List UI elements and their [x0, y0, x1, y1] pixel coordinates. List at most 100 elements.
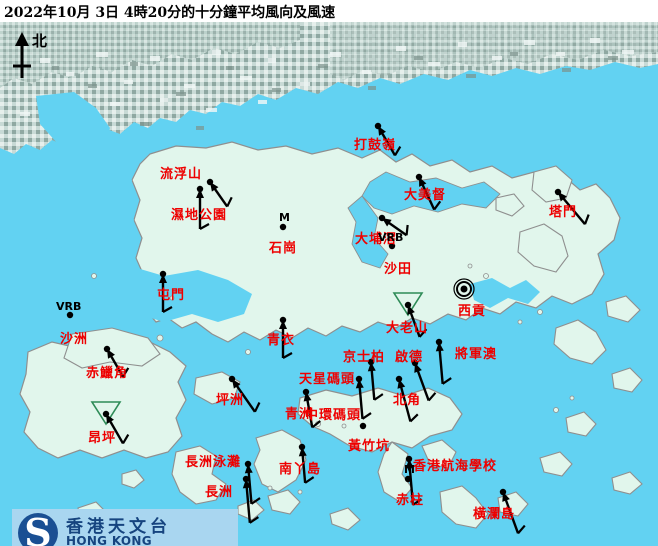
wind-barb-feather — [122, 367, 130, 378]
wind-station[interactable] — [404, 475, 412, 483]
missing-data-marker: M — [279, 211, 290, 224]
wind-barb-feather — [418, 328, 428, 338]
wind-station[interactable] — [388, 242, 396, 250]
wind-station[interactable] — [415, 173, 442, 211]
wind-barb-head — [558, 192, 567, 202]
wind-barb-feather — [412, 498, 423, 506]
wind-station[interactable] — [279, 223, 287, 231]
station-label: 南丫島 — [279, 462, 322, 477]
wind-barb-head — [279, 320, 287, 329]
wind-station[interactable] — [499, 488, 526, 535]
wind-station[interactable] — [159, 270, 173, 313]
missing-data-marker: M — [404, 463, 415, 476]
wind-barb-head — [502, 492, 510, 502]
wind-station[interactable] — [196, 185, 210, 230]
wind-station[interactable] — [453, 278, 475, 300]
wind-barb-feather — [583, 214, 590, 225]
station-label: 赤柱 — [396, 493, 425, 508]
station-label: 昂坪 — [88, 431, 117, 446]
wind-barb-feather — [311, 420, 321, 429]
wind-barb-head — [303, 392, 312, 402]
station-label: 石崗 — [269, 241, 298, 256]
wind-station[interactable] — [355, 375, 372, 420]
map-canvas[interactable]: 北 打鼓嶺 流浮山 濕地公園 大美督 塔門 石崗 M 大埔滘 沙田 VRB 屯門 沙洲 VRB 赤鱲角 西貢… — [0, 22, 658, 546]
station-label: 天星碼頭 — [299, 372, 356, 387]
elevated-station-triangle-icon — [90, 401, 122, 426]
station-label: 將軍澳 — [455, 347, 498, 362]
wind-barb-head — [378, 126, 386, 136]
wind-barb-layer — [66, 122, 590, 535]
wind-station[interactable] — [392, 292, 428, 338]
wind-barb-head — [367, 362, 376, 372]
wind-barb-head — [244, 464, 253, 474]
wind-station[interactable] — [374, 122, 402, 157]
wind-barb-head — [106, 414, 114, 424]
wind-barb-head — [414, 363, 422, 373]
wind-barb-head — [210, 182, 219, 192]
wind-station[interactable] — [378, 214, 409, 237]
hko-name-english: HONG KONG OBSERVATORY — [66, 534, 152, 546]
variable-wind-label: VRB — [56, 300, 82, 313]
station-label: 青洲 — [285, 407, 314, 422]
calm-ring-halo-icon — [453, 278, 475, 300]
wind-barb-feather — [405, 224, 409, 236]
station-label: 中環碼頭 — [305, 408, 362, 423]
station-label: 啟德 — [395, 350, 424, 365]
station-label: 橫瀾島 — [473, 507, 516, 522]
wind-station[interactable] — [228, 375, 261, 413]
wind-barb-head — [407, 305, 415, 315]
north-arrow: 北 — [6, 30, 66, 80]
wind-station[interactable] — [411, 359, 437, 402]
wind-station[interactable] — [206, 178, 233, 208]
outlying-islands — [77, 165, 643, 531]
wind-barb-head — [242, 479, 251, 489]
wind-barb-head — [435, 342, 444, 352]
wind-barb-feather — [517, 524, 526, 535]
wind-station[interactable] — [395, 375, 419, 423]
wind-station[interactable] — [367, 358, 384, 401]
wind-barb-head — [419, 177, 427, 187]
lantau-island — [19, 327, 187, 459]
hko-logo: S 香港天文台 HONG KONG OBSERVATORY — [12, 509, 238, 546]
wind-station[interactable] — [242, 475, 259, 524]
variable-wind-label: VRB — [378, 231, 404, 244]
wind-barb-feather — [409, 413, 419, 423]
wind-station[interactable] — [66, 311, 74, 319]
wind-station[interactable] — [359, 422, 367, 430]
calm-ring-outer-icon — [456, 281, 472, 297]
wind-station[interactable] — [554, 188, 590, 225]
wind-barb-feather — [226, 196, 233, 208]
hong-kong-island — [297, 387, 463, 503]
hko-logo-mark-icon: S — [18, 510, 58, 546]
mainland-china-landmass — [0, 22, 658, 156]
north-arrow-icon — [13, 32, 31, 78]
station-label: 沙田 — [384, 262, 413, 277]
station-label: 青衣 — [267, 333, 296, 348]
wind-barb-feather — [394, 146, 402, 157]
station-label: 屯門 — [157, 288, 186, 303]
wind-barb-head — [107, 349, 115, 359]
title-bar: 2022年10月 3日 4時20分的十分鐘平均風向及風速 — [0, 0, 658, 22]
wind-station[interactable] — [279, 316, 293, 359]
station-label: 長洲 — [205, 485, 234, 500]
station-label: 赤鱲角 — [86, 366, 129, 381]
hko-logo-letter: S — [24, 510, 52, 546]
wind-station[interactable] — [244, 460, 261, 505]
wind-station[interactable] — [90, 401, 130, 445]
station-label: 濕地公園 — [171, 208, 228, 223]
station-label: 長洲泳灘 — [185, 455, 242, 470]
small-rocks — [91, 263, 575, 495]
wind-barb-feather — [427, 392, 437, 402]
wind-station[interactable] — [302, 388, 321, 429]
wind-barb-feather — [433, 200, 442, 211]
station-label: 坪洲 — [216, 393, 245, 408]
wind-barb-head — [397, 379, 406, 389]
wind-station[interactable] — [405, 455, 423, 506]
wind-barb-head — [196, 189, 204, 198]
wind-barb-feather — [282, 352, 293, 359]
wind-station[interactable] — [435, 338, 452, 385]
wind-station[interactable] — [103, 345, 130, 378]
wind-station[interactable] — [298, 443, 315, 484]
station-label: 京士柏 — [343, 350, 386, 365]
